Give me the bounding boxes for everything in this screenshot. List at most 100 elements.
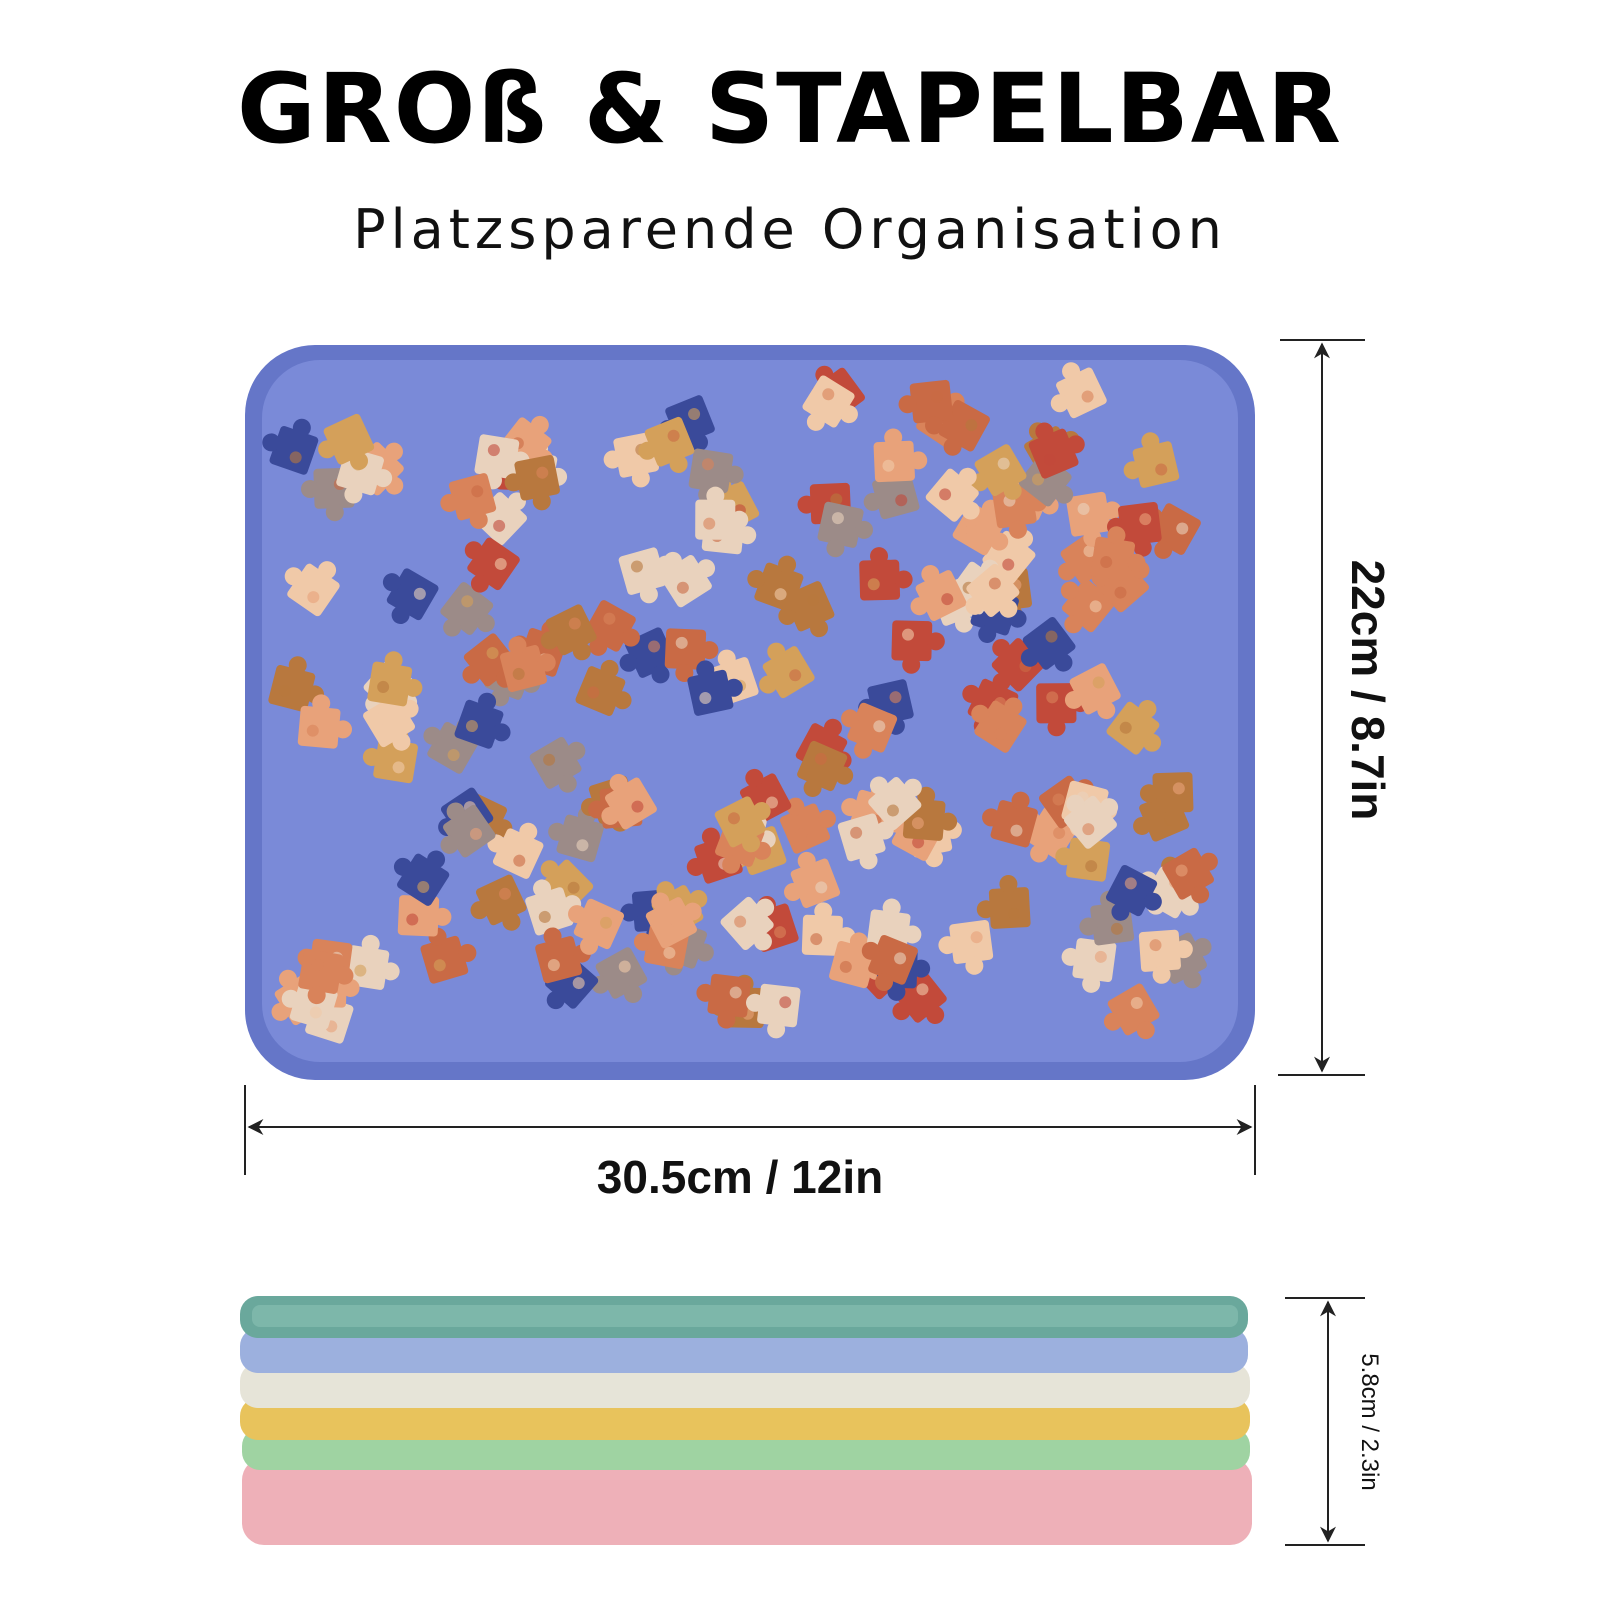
puzzle-piece-part <box>997 457 1010 470</box>
puzzle-piece <box>695 486 749 540</box>
puzzle-piece-part <box>696 983 715 1002</box>
puzzle-piece-part <box>774 926 787 939</box>
puzzle-piece <box>618 547 675 604</box>
puzzle-piece-part <box>269 425 319 475</box>
puzzle-piece <box>470 874 527 931</box>
puzzle-piece-part <box>603 612 616 625</box>
puzzle-piece-part <box>814 752 827 765</box>
puzzle-piece-part <box>1053 826 1066 839</box>
puzzle-piece-part <box>1032 473 1045 486</box>
puzzle-piece-part <box>837 813 886 862</box>
puzzle-piece-part <box>1028 428 1079 479</box>
puzzle-piece-part <box>1066 794 1085 813</box>
puzzle-piece-part <box>778 606 797 625</box>
puzzle-piece-part <box>839 405 858 424</box>
puzzle-piece-part <box>281 989 300 1008</box>
puzzle-piece-part <box>707 973 752 1018</box>
puzzle-piece-part <box>600 916 613 929</box>
puzzle-piece-part <box>992 638 1011 657</box>
puzzle-piece-part <box>486 647 499 660</box>
puzzle-piece-part <box>492 723 511 742</box>
puzzle-piece-part <box>663 946 676 959</box>
puzzle-piece-part <box>895 494 908 507</box>
puzzle-piece <box>873 428 928 483</box>
puzzle-piece-part <box>869 776 888 795</box>
puzzle-piece <box>440 802 496 858</box>
puzzle-piece <box>645 892 702 949</box>
puzzle-piece-part <box>1055 847 1074 866</box>
puzzle-piece-part <box>312 694 331 713</box>
puzzle-piece-part <box>774 588 787 601</box>
puzzle-piece-part <box>535 936 583 984</box>
puzzle-piece-part <box>600 659 619 678</box>
puzzle-piece-part <box>926 1005 945 1024</box>
puzzle-piece <box>982 791 1038 848</box>
puzzle-piece-part <box>1138 700 1157 719</box>
puzzle-piece-part <box>999 599 1018 618</box>
puzzle-piece-part <box>392 732 411 751</box>
puzzle-piece <box>747 555 804 612</box>
puzzle-piece-part <box>568 617 581 630</box>
puzzle-piece-part <box>1008 520 1027 539</box>
puzzle-piece-part <box>1043 453 1056 466</box>
puzzle-piece-part <box>587 686 600 699</box>
puzzle-piece-part <box>1092 676 1105 689</box>
puzzle-piece-part <box>729 986 742 999</box>
puzzle-piece-part <box>576 839 589 852</box>
puzzle-piece <box>638 416 695 473</box>
puzzle-piece-part <box>939 488 952 501</box>
puzzle-piece <box>487 822 544 879</box>
puzzle-piece-part <box>699 692 712 705</box>
puzzle-piece-part <box>361 934 380 953</box>
puzzle-piece-part <box>1176 522 1189 535</box>
puzzle-piece <box>440 473 497 529</box>
puzzle-piece-part <box>683 902 702 921</box>
puzzle-piece-part <box>1107 526 1126 545</box>
puzzle-piece-part <box>1066 837 1111 882</box>
puzzle-piece-part <box>817 501 864 548</box>
puzzle-piece-part <box>309 1006 322 1019</box>
puzzle-piece-part <box>724 678 743 697</box>
puzzle-piece-part <box>1183 970 1202 989</box>
puzzle-piece-part <box>1100 798 1119 817</box>
puzzle-piece-part <box>458 943 477 962</box>
puzzle-piece-part <box>797 740 848 792</box>
puzzle-piece <box>367 651 423 707</box>
puzzle-piece-part <box>823 718 842 737</box>
width-label: 30.5cm / 12in <box>597 1151 883 1203</box>
puzzle-piece-part <box>1149 939 1162 952</box>
puzzle-piece-part <box>620 903 639 922</box>
puzzle-piece-part <box>1060 581 1079 600</box>
puzzle-piece-part <box>639 585 658 604</box>
puzzle-piece-part <box>826 539 845 558</box>
tray-stack <box>240 1296 1252 1545</box>
puzzle-piece-part <box>909 451 928 470</box>
puzzle-piece-part <box>902 655 921 674</box>
puzzle-piece-part <box>841 798 860 817</box>
puzzle-piece <box>504 454 560 511</box>
puzzle-piece-part <box>1002 558 1015 571</box>
puzzle-piece-part <box>374 469 393 488</box>
puzzle-piece-part <box>1082 823 1095 836</box>
puzzle-piece-part <box>1035 422 1054 441</box>
puzzle-piece-part <box>325 503 344 522</box>
puzzle-piece-part <box>1061 947 1080 966</box>
puzzle-piece-part <box>362 747 381 766</box>
puzzle-piece-part <box>822 388 835 401</box>
puzzle-piece-part <box>1133 816 1152 835</box>
puzzle-piece-part <box>916 983 929 996</box>
puzzle-piece-part <box>965 419 978 432</box>
puzzle-piece-part <box>734 915 747 928</box>
puzzle-piece-part <box>767 1020 786 1039</box>
puzzle-piece <box>861 934 918 992</box>
title: GROß & STAPELBAR <box>237 53 1343 165</box>
puzzle-piece <box>976 875 1031 929</box>
puzzle-piece-part <box>271 1002 290 1021</box>
puzzle-piece <box>344 934 400 990</box>
puzzle-piece <box>601 773 657 830</box>
puzzle-piece-part <box>546 991 565 1010</box>
puzzle-piece-part <box>690 433 709 452</box>
puzzle-piece-part <box>1062 362 1081 381</box>
puzzle-piece-part <box>886 804 899 817</box>
puzzle-piece-part <box>797 851 816 870</box>
